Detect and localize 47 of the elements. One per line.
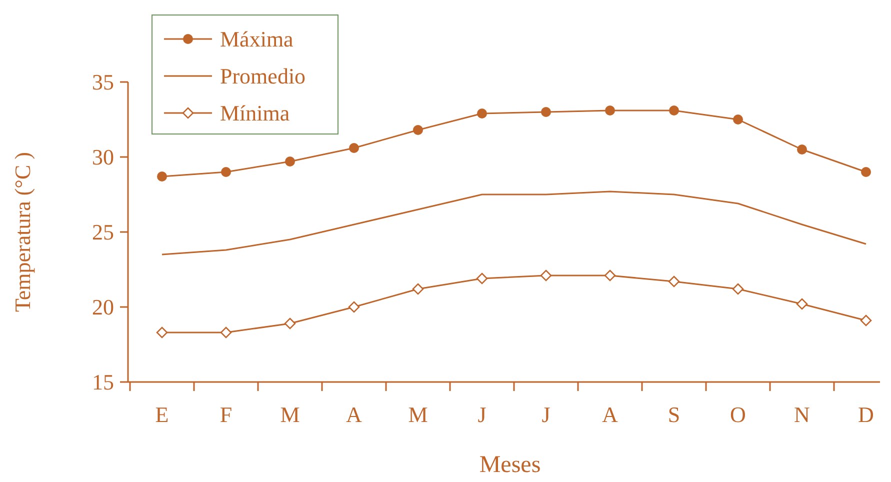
point [861,167,871,177]
point [797,144,807,154]
point [604,270,616,282]
point [220,326,232,338]
point [477,108,487,118]
x-tick-label: A [602,402,618,427]
x-tick-label: O [730,402,746,427]
y-tick-label: 35 [92,70,114,95]
x-tick-label: J [478,402,487,427]
point [413,125,423,135]
y-tick-label: 30 [92,144,114,170]
point [285,156,295,166]
y-tick-label: 15 [92,370,114,395]
point [732,283,744,295]
x-tick-label: S [668,402,680,427]
point [733,114,743,124]
point [605,106,615,116]
legend-label: Promedio [220,64,306,89]
y-tick-label: 25 [92,220,114,245]
x-axis-title: Meses [479,452,541,478]
x-tick-label: M [408,402,428,427]
point [349,143,359,153]
x-tick-label: E [155,402,169,427]
point [284,318,296,330]
point [156,326,168,338]
point [157,172,167,182]
x-tick-label: J [542,402,551,427]
x-tick-label: D [858,402,874,427]
point [476,272,488,284]
point [669,106,679,116]
y-tick-label: 20 [92,294,114,320]
point [668,276,680,288]
x-tick-label: A [346,402,362,427]
point [540,270,552,282]
x-tick-label: M [280,402,300,427]
legend-label: Mínima [220,100,290,126]
x-tick-label: F [220,402,232,427]
y-axis-title: Temperatura (°C ) [10,152,35,312]
point [412,283,424,295]
legend-label: Máxima [220,26,294,52]
point [221,167,231,177]
line-series [161,190,867,256]
x-tick-label: N [794,402,810,427]
point [541,107,551,117]
point [348,301,360,313]
point [796,298,808,310]
point [860,314,872,326]
